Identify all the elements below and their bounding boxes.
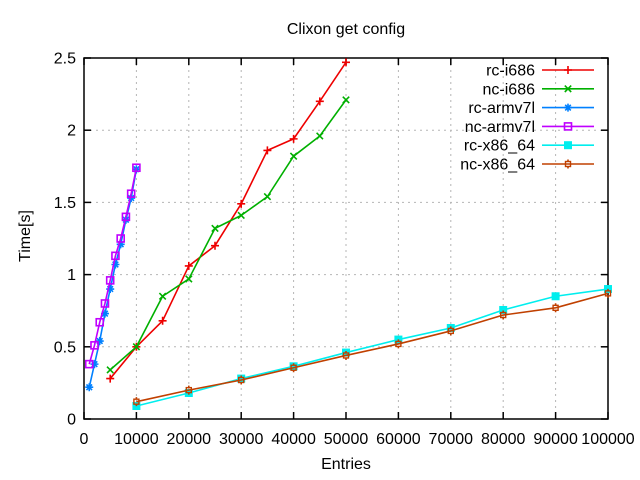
series-line-rc-x86_64 bbox=[136, 288, 609, 407]
y-tick-label: 2 bbox=[67, 123, 76, 140]
series-line-nc-i686 bbox=[109, 99, 347, 371]
y-axis-label: Time[s] bbox=[17, 210, 34, 262]
axes bbox=[83, 57, 609, 420]
x-tick-label: 90000 bbox=[533, 431, 578, 448]
legend-label: rc-i686 bbox=[486, 63, 535, 80]
series-line-rc-i686 bbox=[109, 61, 347, 380]
legend-entry-nc-armv7l: nc-armv7l bbox=[465, 119, 594, 136]
series-nc-x86_64 bbox=[133, 288, 612, 407]
y-tick-label: 1.5 bbox=[54, 195, 76, 212]
chart-title: Clixon get config bbox=[287, 21, 405, 38]
series-line-nc-x86_64 bbox=[136, 292, 609, 403]
x-tick-label: 60000 bbox=[376, 431, 421, 448]
legend-entry-nc-i686: nc-i686 bbox=[483, 81, 594, 98]
legend-entry-rc-armv7l: rc-armv7l bbox=[468, 100, 594, 117]
series-nc-armv7l bbox=[84, 163, 141, 369]
series-nc-i686 bbox=[106, 96, 350, 374]
x-tick-label: 20000 bbox=[167, 431, 212, 448]
legend-entry-rc-i686: rc-i686 bbox=[486, 63, 594, 80]
x-tick-label: 80000 bbox=[481, 431, 526, 448]
series-line-nc-armv7l bbox=[88, 167, 138, 365]
grid-lines bbox=[84, 58, 608, 419]
y-tick-label: 2.5 bbox=[54, 51, 76, 68]
legend-label: rc-armv7l bbox=[468, 100, 535, 117]
series-rc-i686 bbox=[106, 58, 350, 383]
legend-label: nc-x86_64 bbox=[460, 157, 535, 174]
series-rc-armv7l bbox=[85, 165, 141, 392]
legend-entry-nc-x86_64: nc-x86_64 bbox=[460, 157, 594, 174]
x-tick-label: 30000 bbox=[219, 431, 264, 448]
x-tick-label: 50000 bbox=[324, 431, 369, 448]
x-tick-label: 0 bbox=[80, 431, 89, 448]
series-rc-x86_64 bbox=[132, 285, 612, 411]
y-tick-label: 1 bbox=[67, 267, 76, 284]
tick-labels: 0 10000 20000 30000 40000 50000 60000 70000 8000… bbox=[54, 51, 635, 449]
x-tick-label: 10000 bbox=[114, 431, 159, 448]
y-tick-label: 0.5 bbox=[54, 339, 76, 356]
x-tick-label: 40000 bbox=[271, 431, 316, 448]
x-tick-label: 70000 bbox=[429, 431, 474, 448]
x-axis-label: Entries bbox=[321, 456, 371, 473]
x-tick-label: 100000 bbox=[581, 431, 634, 448]
legend-label: nc-armv7l bbox=[465, 119, 535, 136]
legend-entry-rc-x86_64: rc-x86_64 bbox=[464, 138, 594, 155]
legend-label: rc-x86_64 bbox=[464, 138, 535, 155]
y-tick-label: 0 bbox=[67, 412, 76, 429]
legend-label: nc-i686 bbox=[483, 81, 536, 98]
